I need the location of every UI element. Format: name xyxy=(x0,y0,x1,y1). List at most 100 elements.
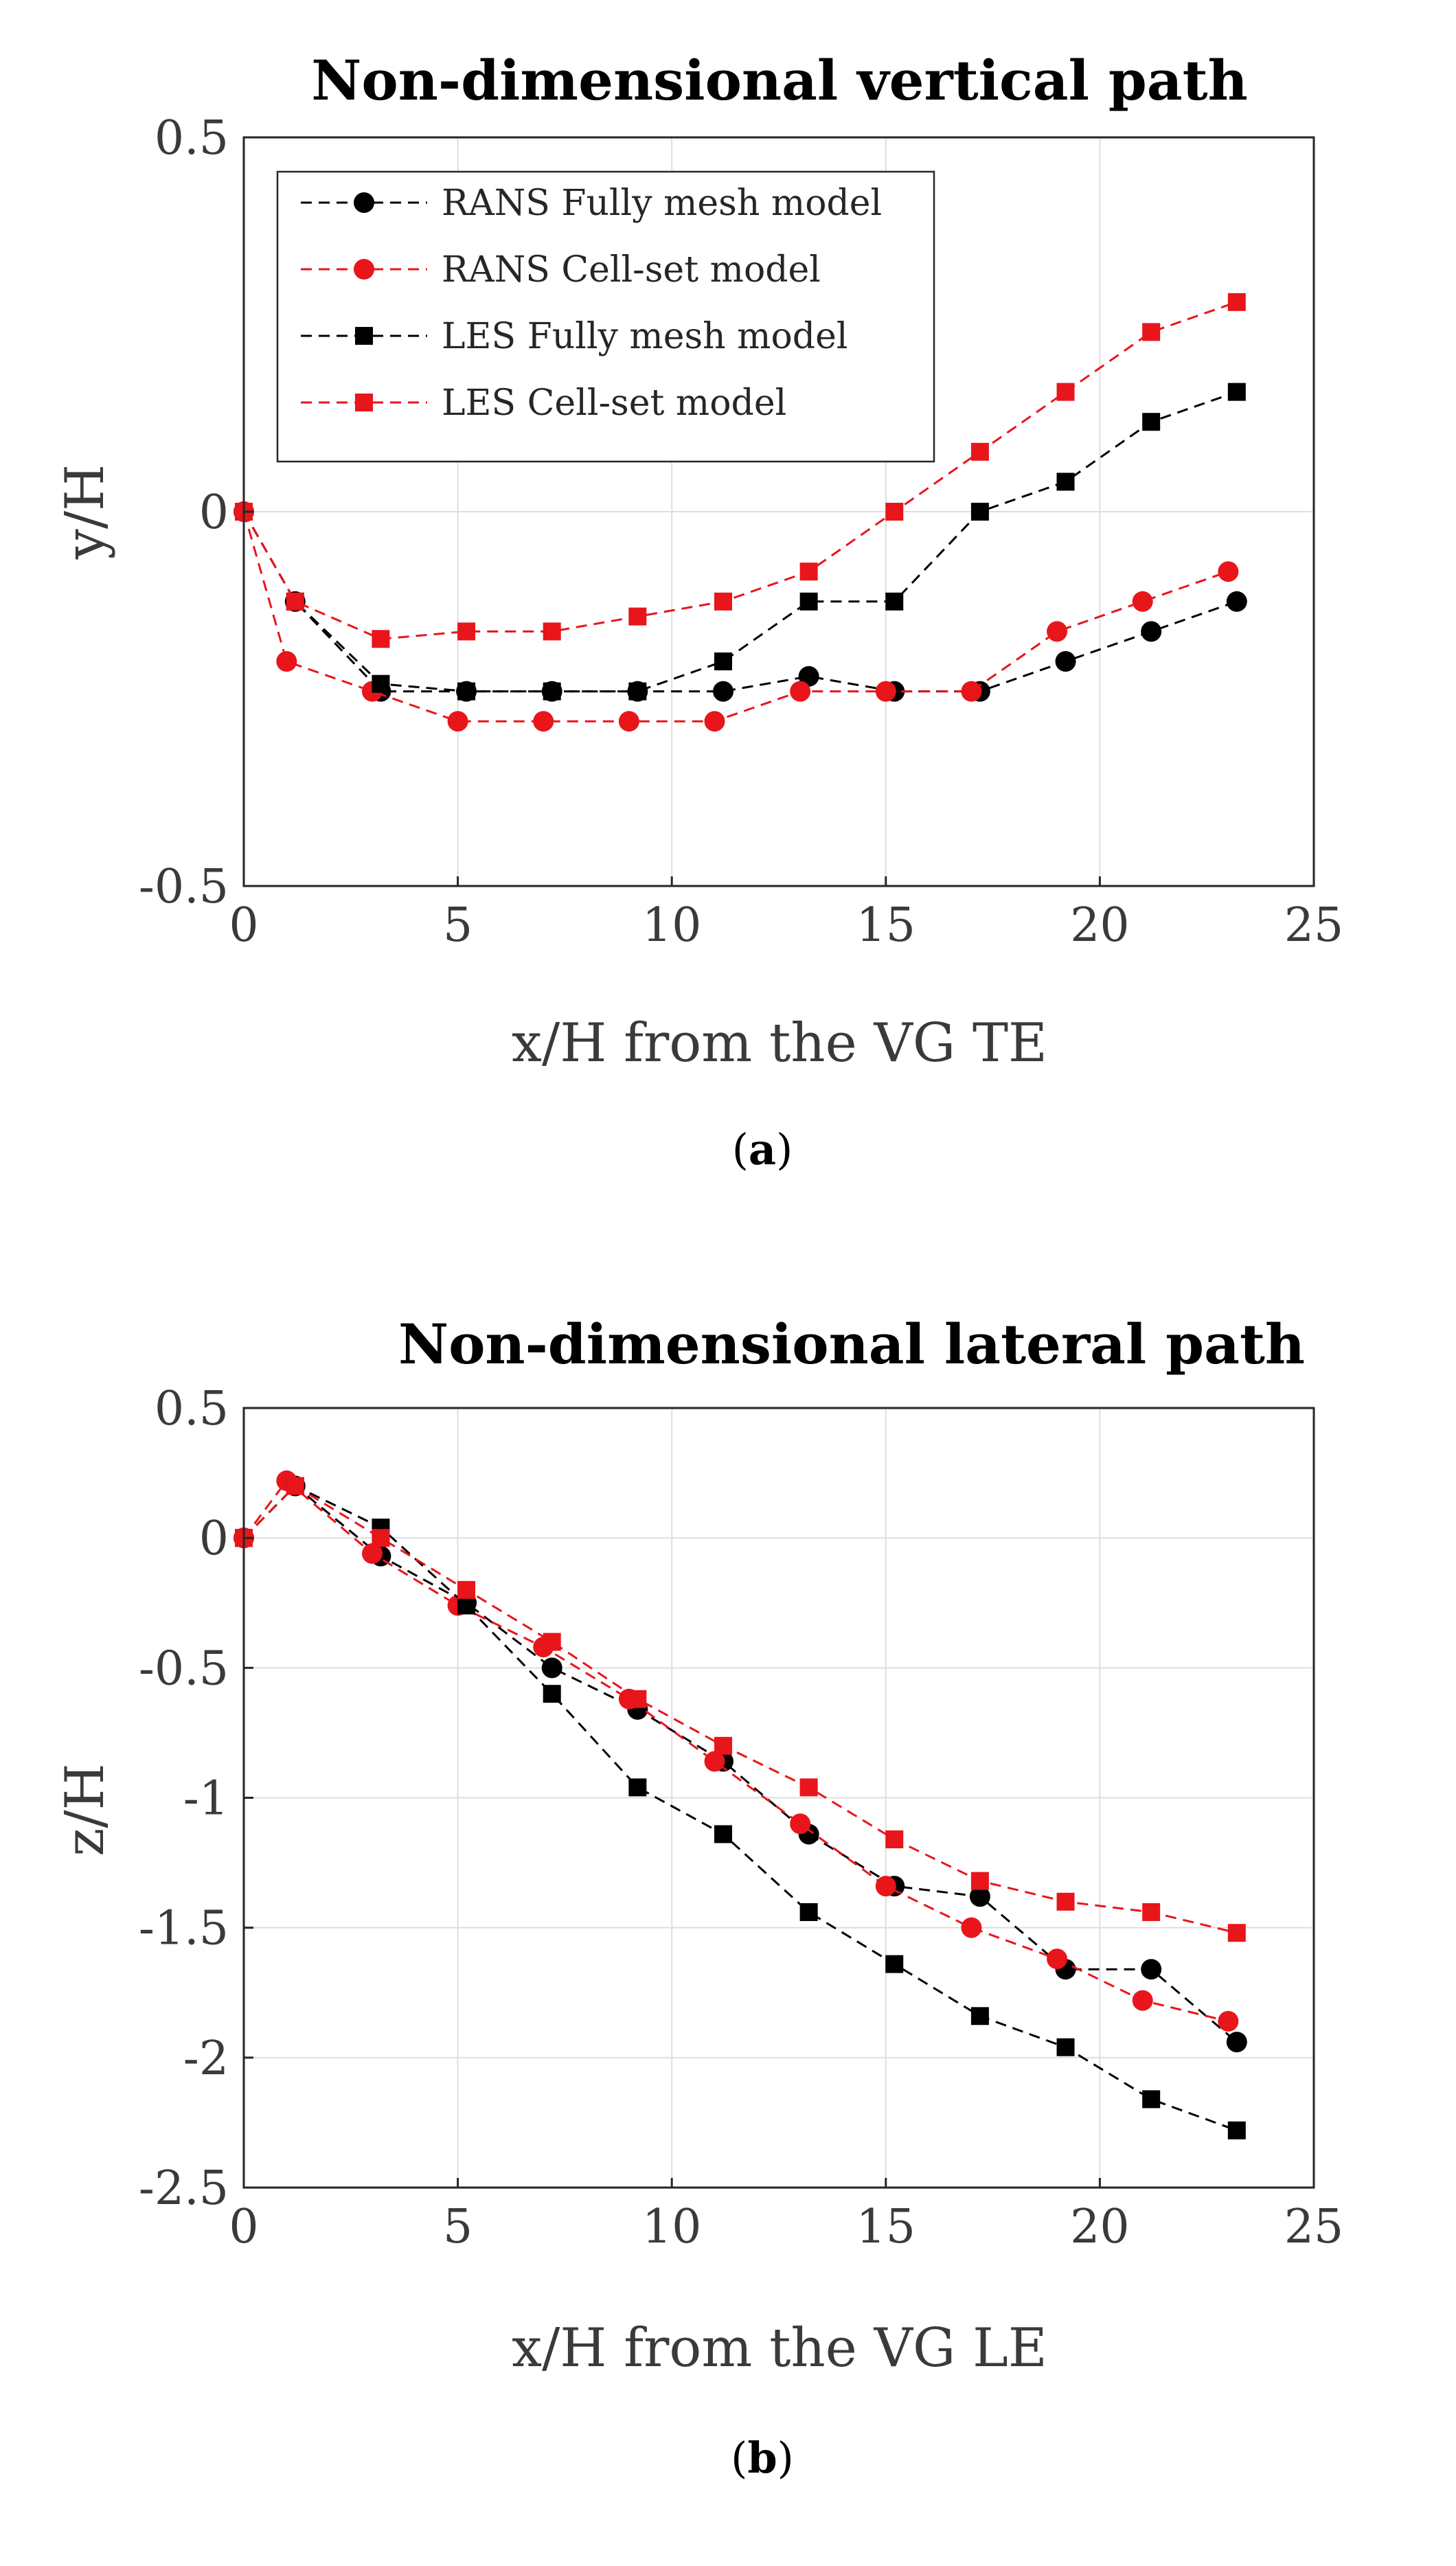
data-point xyxy=(628,1690,647,1708)
legend-entry-rans-cell-set: RANS Cell-set model xyxy=(442,249,821,291)
data-point xyxy=(541,1657,562,1679)
x-tick-label: 25 xyxy=(1284,898,1344,953)
legend-marker xyxy=(354,259,374,280)
y-axis-label: z/H xyxy=(54,1763,116,1856)
data-point xyxy=(1056,383,1075,401)
data-point xyxy=(457,622,476,641)
series-line xyxy=(242,511,1229,723)
series-rans-cell-set-model xyxy=(234,1470,1239,2032)
y-tick-label: -1 xyxy=(183,1772,229,1826)
data-point xyxy=(799,1903,818,1921)
data-point xyxy=(543,1633,561,1651)
series-les-cell-set-model xyxy=(235,1477,1246,1942)
data-point xyxy=(1226,2032,1247,2053)
y-axis-label: y/H xyxy=(54,464,116,560)
data-point xyxy=(799,1778,818,1797)
x-tick-label: 15 xyxy=(856,2200,916,2254)
y-tick-label: -2.5 xyxy=(139,2161,229,2216)
y-tick-label: -1.5 xyxy=(139,1902,229,1956)
data-point xyxy=(875,681,896,702)
data-point xyxy=(361,1543,383,1564)
data-point xyxy=(1218,2010,1239,2032)
data-point xyxy=(885,1830,904,1849)
data-point xyxy=(1142,1903,1161,1921)
data-point xyxy=(1218,561,1239,582)
data-point xyxy=(286,1477,304,1495)
data-point xyxy=(1141,1959,1162,1980)
data-point xyxy=(1055,651,1076,672)
x-tick-label: 0 xyxy=(229,898,258,953)
legend-key-les-fully-mesh-model xyxy=(301,327,427,345)
data-point xyxy=(1142,413,1161,431)
legend-marker xyxy=(355,394,373,411)
data-point xyxy=(1227,293,1246,311)
data-point xyxy=(457,1580,476,1599)
legend-marker xyxy=(355,327,373,345)
series-line xyxy=(242,1484,1238,2043)
data-point xyxy=(457,682,476,701)
x-tick-label: 20 xyxy=(1070,2200,1130,2254)
caption-b: (b) xyxy=(731,2433,794,2483)
data-point xyxy=(543,682,561,701)
data-point xyxy=(1227,2121,1246,2139)
data-point xyxy=(875,1876,896,1897)
data-point xyxy=(372,674,390,693)
data-point xyxy=(714,592,732,611)
y-tick-label: -0.5 xyxy=(139,1642,229,1696)
series-layer xyxy=(234,293,1247,732)
x-tick-label: 20 xyxy=(1070,898,1130,953)
legend-keys xyxy=(301,192,427,411)
y-tick-label: 0.5 xyxy=(155,1382,229,1436)
y-tick-label: 0.5 xyxy=(155,111,229,166)
series-layer xyxy=(234,1470,1247,2139)
data-point xyxy=(885,1955,904,1973)
series-line xyxy=(242,1484,1238,2132)
data-point xyxy=(447,711,468,732)
data-point xyxy=(798,666,819,687)
series-rans-cell-set-model xyxy=(234,501,1239,732)
x-tick-label: 25 xyxy=(1284,2200,1344,2254)
y-tick-label: 0 xyxy=(199,1512,229,1566)
x-axis-label: x/H from the VG LE xyxy=(512,2317,1047,2379)
data-point xyxy=(533,711,554,732)
legend-entry-rans-fully-mesh: RANS Fully mesh model xyxy=(442,183,882,224)
data-point xyxy=(714,652,732,670)
legend-key-les-cell-set-model xyxy=(301,394,427,411)
x-axis-label: x/H from the VG TE xyxy=(512,1012,1047,1074)
series-les-fully-mesh-model xyxy=(235,383,1246,701)
data-point xyxy=(961,1917,982,1938)
data-point xyxy=(1056,473,1075,491)
data-point xyxy=(714,1825,732,1843)
x-tick-label: 5 xyxy=(443,2200,473,2254)
x-tick-label: 5 xyxy=(443,898,473,953)
chart-vertical-path: Non-dimensional vertical path 0 5 10 15 20 25… xyxy=(54,48,1343,1174)
data-point xyxy=(790,681,811,702)
data-point xyxy=(372,1529,390,1547)
data-point xyxy=(790,1813,811,1835)
chart-title: Non-dimensional lateral path xyxy=(398,1312,1305,1376)
data-point xyxy=(799,592,818,611)
data-point xyxy=(1226,591,1247,612)
data-point xyxy=(1056,2038,1075,2056)
x-tick-label: 0 xyxy=(229,2200,258,2254)
data-point xyxy=(970,442,989,461)
data-point xyxy=(970,1872,989,1890)
data-point xyxy=(628,607,647,626)
data-point xyxy=(714,1736,732,1755)
legend-entry-les-fully-mesh: LES Fully mesh model xyxy=(442,316,848,357)
data-point xyxy=(457,1596,476,1615)
data-point xyxy=(799,563,818,581)
series-line xyxy=(242,1479,1229,2023)
legend-key-rans-cell-set-model xyxy=(301,259,427,280)
data-point xyxy=(885,503,904,521)
data-point xyxy=(969,1886,990,1907)
data-point xyxy=(1227,1924,1246,1942)
data-point xyxy=(543,1685,561,1703)
data-point xyxy=(704,1751,725,1772)
data-point xyxy=(961,681,982,702)
grid xyxy=(243,1407,1315,2188)
data-point xyxy=(372,630,390,648)
series-les-fully-mesh-model xyxy=(235,1477,1246,2139)
data-point xyxy=(1141,621,1162,642)
data-point xyxy=(1132,1990,1153,2011)
